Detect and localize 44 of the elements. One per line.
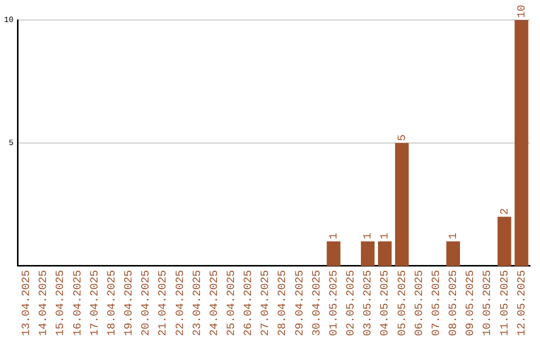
x-tick-label: 13.04.2025 [21, 270, 34, 336]
data-label: 1 [362, 232, 375, 240]
x-tick-label: 12.05.2025 [516, 270, 528, 336]
x-tick-label: 20.04.2025 [140, 270, 153, 336]
bar [326, 241, 340, 266]
bar [395, 142, 409, 266]
x-tick-label: 28.04.2025 [277, 270, 290, 336]
x-tick-label: 25.04.2025 [226, 270, 238, 336]
x-tick-label: 22.04.2025 [174, 270, 187, 336]
bar [498, 216, 512, 266]
x-tick-label: 10.05.2025 [482, 270, 494, 336]
x-tick-label: 01.05.2025 [328, 270, 340, 336]
data-label: 2 [499, 208, 512, 215]
x-tick-label: 24.04.2025 [208, 270, 221, 336]
x-tick-label: 18.04.2025 [106, 270, 118, 336]
x-tick-label: 26.04.2025 [243, 270, 256, 336]
data-label: 1 [448, 232, 460, 240]
x-tick-label: 23.04.2025 [192, 270, 204, 336]
x-tick-label: 19.04.2025 [124, 270, 136, 336]
bar [514, 20, 528, 266]
data-label: 10 [516, 4, 528, 18]
x-tick-label: 05.05.2025 [396, 270, 409, 336]
data-label: 1 [380, 232, 392, 240]
x-tick-label: 03.05.2025 [362, 270, 375, 336]
x-tick-label: 09.05.2025 [465, 270, 478, 336]
x-tick-label: 08.05.2025 [448, 270, 460, 336]
bar [446, 241, 460, 266]
x-tick-label: 07.05.2025 [430, 270, 443, 336]
x-tick-label: 27.04.2025 [260, 270, 272, 336]
x-tick-label: 17.04.2025 [89, 270, 102, 336]
x-tick-label: 16.04.2025 [72, 270, 84, 336]
x-tick-label: 15.04.2025 [55, 270, 68, 336]
x-tick-label: 04.05.2025 [380, 270, 392, 336]
x-tick-label: 02.05.2025 [346, 270, 358, 336]
x-tick-label: 11.05.2025 [499, 270, 512, 336]
data-label: 5 [396, 134, 409, 141]
x-tick-label: 21.04.2025 [158, 270, 170, 336]
data-label: 1 [328, 232, 340, 240]
x-tick-label: 30.04.2025 [311, 270, 324, 336]
bar [360, 241, 375, 266]
bar [378, 241, 392, 266]
x-tick-label: 06.05.2025 [414, 270, 426, 336]
x-tick-label: 14.04.2025 [38, 270, 50, 336]
x-tick-label: 29.04.2025 [294, 270, 306, 336]
